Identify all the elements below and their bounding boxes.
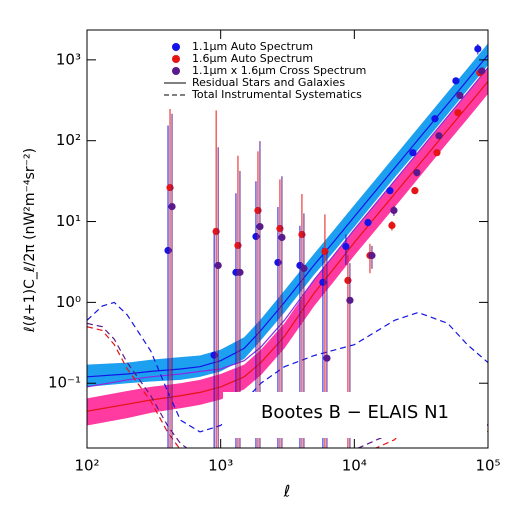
data-point <box>386 187 394 195</box>
legend-label: 1.1μm x 1.6μm Cross Spectrum <box>192 64 366 77</box>
data-point <box>388 221 396 230</box>
data-point <box>256 222 264 231</box>
legend-marker <box>172 55 180 63</box>
data-point <box>166 183 174 192</box>
data-point <box>413 168 421 177</box>
y-axis-label: ℓ(ℓ+1)C_ℓ/2π (nW²m⁻⁴sr⁻²) <box>22 148 38 333</box>
data-point <box>368 251 376 260</box>
data-point <box>452 77 460 85</box>
data-point <box>214 261 222 270</box>
data-point <box>456 91 464 100</box>
data-point <box>210 351 218 359</box>
data-point <box>212 227 220 236</box>
x-axis-label: ℓ <box>283 482 291 501</box>
data-point <box>344 276 352 284</box>
data-point <box>364 218 372 227</box>
data-point <box>300 264 308 273</box>
annotation-box <box>223 392 487 438</box>
y-tick-label: 10¹ <box>56 212 81 230</box>
data-point <box>234 241 242 250</box>
x-tick-label: 10⁵ <box>475 457 500 475</box>
y-tick-label: 10³ <box>56 50 81 68</box>
data-point <box>254 206 262 215</box>
data-point <box>478 67 486 75</box>
model-line <box>87 54 488 378</box>
systematics-line <box>87 326 488 448</box>
y-tick-label: 10⁻¹ <box>48 374 81 392</box>
data-point <box>342 242 350 251</box>
x-tick-label: 10³ <box>208 457 233 475</box>
x-tick-label: 10⁴ <box>342 457 367 475</box>
y-tick-label: 10⁰ <box>56 293 81 311</box>
x-tick-label: 10² <box>74 457 99 475</box>
data-point <box>168 203 176 211</box>
plot-area <box>87 43 488 448</box>
data-point <box>323 354 331 362</box>
data-point <box>298 230 306 239</box>
data-point <box>411 187 419 195</box>
legend-label: 1.6μm Auto Spectrum <box>192 52 313 65</box>
plot-frame <box>86 29 489 449</box>
data-point <box>319 278 327 286</box>
data-point <box>433 149 441 157</box>
data-point <box>435 132 443 140</box>
data-point <box>409 149 417 157</box>
data-point <box>236 268 244 276</box>
data-point <box>390 206 398 215</box>
legend-label: 1.1μm Auto Spectrum <box>192 40 313 53</box>
systematics-line <box>87 301 488 433</box>
legend-marker <box>172 43 180 51</box>
legend-label: Total Instrumental Systematics <box>191 88 362 101</box>
data-point <box>431 115 439 123</box>
data-point <box>474 45 482 53</box>
model-line <box>87 67 488 388</box>
legend-marker <box>172 67 180 75</box>
data-point <box>278 233 286 242</box>
data-point <box>346 296 354 304</box>
legend-label: Residual Stars and Galaxies <box>192 76 345 89</box>
data-point <box>454 109 462 117</box>
annotation: Bootes B − ELAIS N1 <box>261 402 449 423</box>
y-tick-label: 10² <box>56 131 81 149</box>
data-point <box>321 247 329 256</box>
data-point <box>252 232 260 241</box>
data-point <box>274 258 282 267</box>
data-point <box>164 246 172 255</box>
data-point <box>276 224 284 233</box>
